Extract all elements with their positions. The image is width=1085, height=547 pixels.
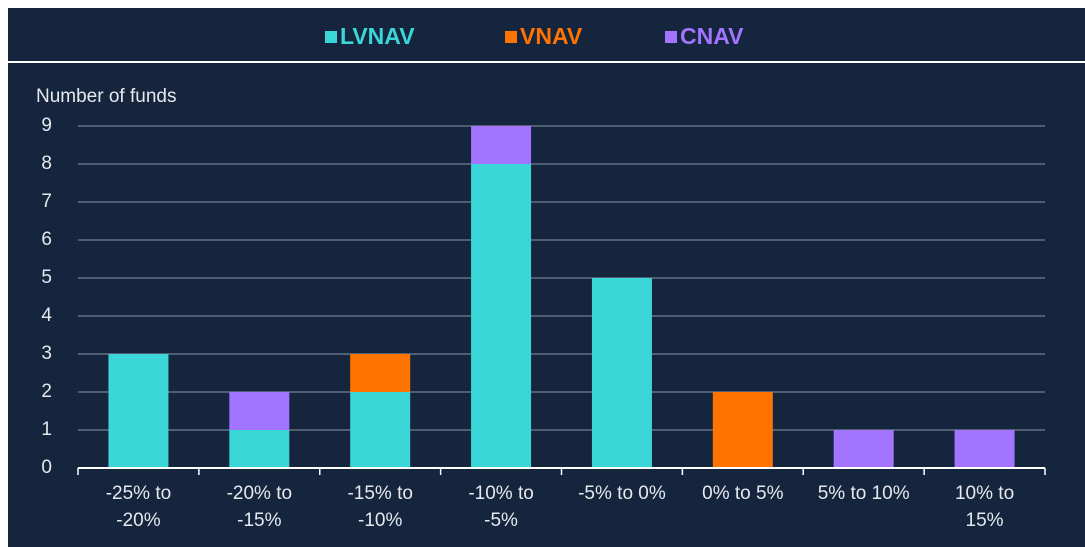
bar-segment: [833, 430, 894, 468]
y-tick-label: 7: [41, 191, 52, 212]
y-tick-label: 4: [41, 305, 52, 326]
bar-segment: [229, 430, 290, 468]
x-tick-label: -20% to -15%: [226, 483, 293, 531]
y-tick-label: 8: [41, 153, 52, 174]
bar-segment: [471, 164, 532, 468]
legend-label: CNAV: [680, 23, 744, 49]
bar-segment: [471, 126, 532, 164]
y-tick-label: 0: [41, 457, 52, 478]
y-tick-label: 3: [41, 343, 52, 364]
legend-swatch: [325, 31, 337, 43]
y-tick-label: 5: [41, 267, 52, 288]
y-tick-label: 1: [41, 419, 52, 440]
bar-segment: [954, 430, 1015, 468]
legend-swatch: [505, 31, 517, 43]
y-tick-label: 6: [41, 229, 52, 250]
bar-segment: [229, 392, 290, 430]
x-tick-label: -25% to -20%: [105, 483, 172, 531]
legend-swatch: [665, 31, 677, 43]
y-tick-label: 2: [41, 381, 52, 402]
legend-label: VNAV: [520, 23, 583, 49]
bar-segment: [108, 354, 169, 468]
x-tick-label: 10% to 15%: [954, 483, 1015, 531]
bar-segment: [350, 354, 411, 392]
bar-segment: [712, 392, 773, 468]
x-tick-label: -10% to -5%: [468, 483, 534, 531]
legend-label: LVNAV: [340, 23, 415, 49]
x-tick-label: -15% to -10%: [347, 483, 413, 531]
bar-segment: [591, 278, 652, 468]
x-tick-label: 0% to 5%: [702, 483, 784, 504]
x-tick-label: 5% to 10%: [817, 483, 910, 504]
bar-segment: [350, 392, 411, 468]
x-tick-label: -5% to 0%: [578, 483, 666, 504]
y-tick-label: 9: [41, 115, 52, 136]
y-axis-label: Number of funds: [36, 86, 176, 107]
